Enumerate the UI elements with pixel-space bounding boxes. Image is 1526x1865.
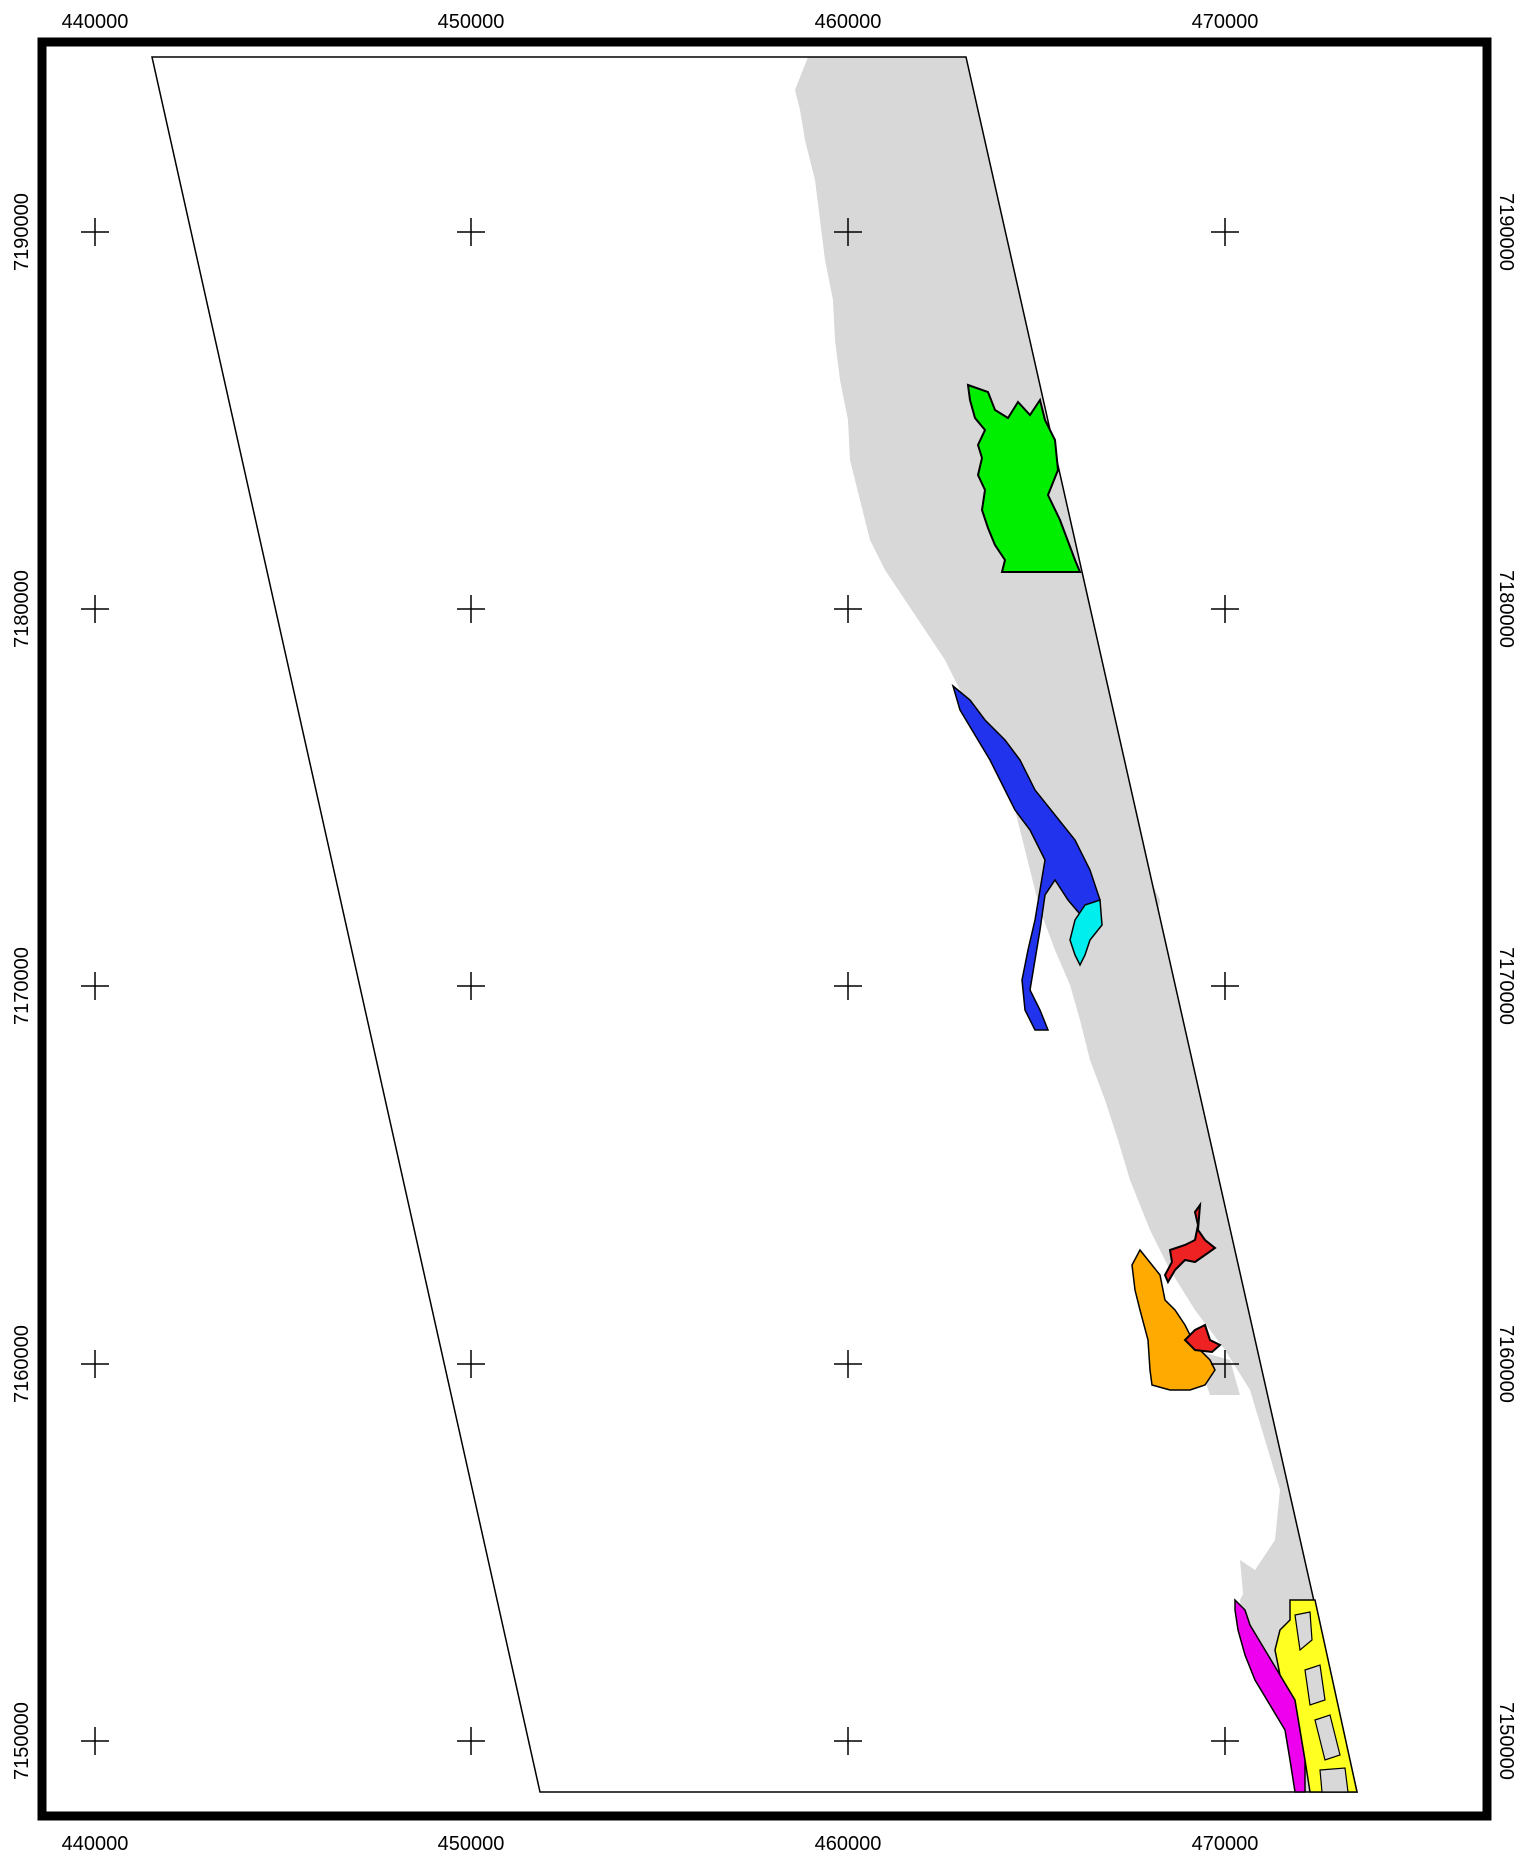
x-axis-labels-top: 440000 450000 460000 470000 bbox=[62, 11, 1259, 33]
area-orange bbox=[1131, 1248, 1216, 1391]
island bbox=[1314, 1714, 1341, 1761]
crosshair-icon bbox=[834, 972, 862, 1000]
y-axis-labels-left: 7190000 7180000 7170000 7160000 7150000 bbox=[11, 193, 33, 1780]
y-tick-label-right: 7180000 bbox=[1495, 570, 1517, 648]
crosshair-icon bbox=[1211, 595, 1239, 623]
island bbox=[1115, 820, 1142, 880]
area-red bbox=[1163, 1201, 1222, 1354]
x-axis-labels-bottom: 440000 450000 460000 470000 bbox=[62, 1833, 1259, 1855]
x-tick-label-bottom: 440000 bbox=[62, 1833, 129, 1855]
crosshair-icon bbox=[457, 1350, 485, 1378]
y-tick-label-left: 7180000 bbox=[11, 570, 33, 648]
y-tick-label-left: 7170000 bbox=[11, 947, 33, 1025]
area-blue bbox=[951, 683, 1101, 1031]
crosshair-icon bbox=[1211, 218, 1239, 246]
crosshair-icon bbox=[1211, 1350, 1239, 1378]
y-tick-label-right: 7150000 bbox=[1495, 1702, 1517, 1780]
y-tick-label-left: 7190000 bbox=[11, 193, 33, 271]
island bbox=[1000, 580, 1045, 640]
y-tick-label-right: 7190000 bbox=[1495, 193, 1517, 271]
x-tick-label-top: 470000 bbox=[1192, 11, 1259, 33]
crosshair-icon bbox=[457, 595, 485, 623]
area-cyan bbox=[1069, 898, 1103, 967]
island bbox=[1319, 1767, 1349, 1793]
crosshair-icon bbox=[834, 218, 862, 246]
study-area-outline bbox=[151, 56, 1358, 1793]
crosshair-icon bbox=[834, 1350, 862, 1378]
y-tick-label-right: 7160000 bbox=[1495, 1325, 1517, 1403]
crosshair-icon bbox=[81, 972, 109, 1000]
crosshair-icon bbox=[81, 1727, 109, 1755]
y-axis-labels-right: 7190000 7180000 7170000 7160000 7150000 bbox=[1495, 193, 1517, 1780]
area-green bbox=[966, 383, 1082, 573]
island bbox=[1294, 1611, 1313, 1652]
island bbox=[1240, 1560, 1275, 1620]
crosshair-icon bbox=[457, 218, 485, 246]
crosshair-icon bbox=[834, 595, 862, 623]
island bbox=[1098, 740, 1130, 830]
area-magenta bbox=[1234, 1598, 1306, 1793]
y-tick-label-left: 7150000 bbox=[11, 1702, 33, 1780]
crosshair-icon bbox=[81, 1350, 109, 1378]
crosshair-icon bbox=[1211, 1727, 1239, 1755]
island bbox=[1140, 860, 1160, 940]
x-tick-label-top: 440000 bbox=[62, 11, 129, 33]
y-tick-label-left: 7160000 bbox=[11, 1325, 33, 1403]
crosshair-icon bbox=[457, 972, 485, 1000]
x-tick-label-bottom: 460000 bbox=[815, 1833, 882, 1855]
x-tick-label-bottom: 470000 bbox=[1192, 1833, 1259, 1855]
crosshair-icon bbox=[1211, 972, 1239, 1000]
x-tick-label-top: 450000 bbox=[438, 11, 505, 33]
island bbox=[1304, 1664, 1326, 1706]
map-frame bbox=[37, 37, 1492, 1821]
crosshair-icon bbox=[81, 218, 109, 246]
x-tick-label-bottom: 450000 bbox=[438, 1833, 505, 1855]
crosshair-icon bbox=[81, 595, 109, 623]
crosshair-icon bbox=[834, 1727, 862, 1755]
grid-crosshairs bbox=[81, 218, 1239, 1755]
crosshair-icon bbox=[457, 1727, 485, 1755]
y-tick-label-right: 7170000 bbox=[1495, 947, 1517, 1025]
yellow-islands bbox=[1294, 1611, 1349, 1793]
x-tick-label-top: 460000 bbox=[815, 11, 882, 33]
